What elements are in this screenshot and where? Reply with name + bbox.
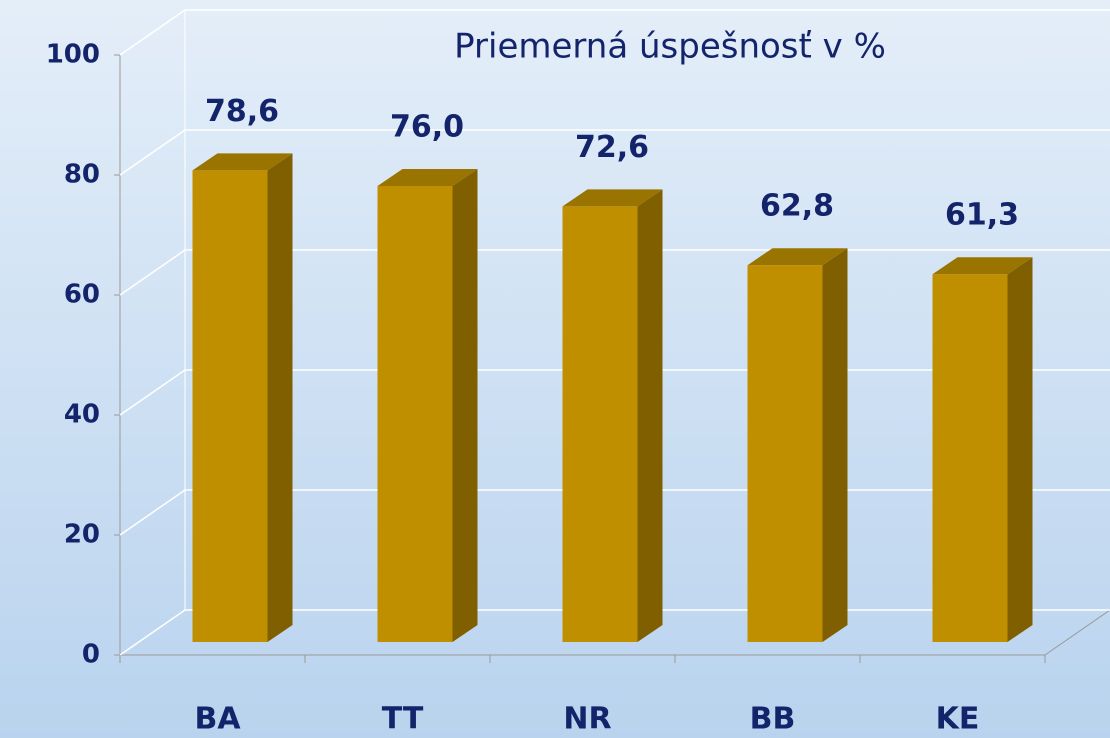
bar-top — [377, 169, 478, 186]
x-tick-label: TT — [382, 702, 424, 737]
y-tick-label: 60 — [64, 280, 100, 310]
bar — [747, 265, 823, 642]
x-tick-label: KE — [936, 702, 980, 737]
bar-side — [822, 248, 848, 642]
axis — [1044, 609, 1110, 656]
bar — [932, 274, 1008, 642]
grid-line — [119, 369, 186, 416]
bar-side — [637, 189, 663, 642]
x-tick-label: BB — [750, 702, 796, 737]
chart-title: Priemerná úspešnosť v % — [454, 27, 886, 67]
bar-side — [267, 153, 293, 642]
y-tick-label: 40 — [64, 400, 100, 430]
value-label: 62,8 — [760, 189, 834, 224]
x-tick-label: BA — [194, 702, 241, 737]
bar-top — [747, 248, 848, 266]
bar-top — [932, 257, 1033, 275]
grid-line — [119, 249, 186, 296]
grid-line — [119, 9, 186, 56]
value-label: 61,3 — [945, 198, 1019, 233]
y-tick-label: 20 — [64, 520, 100, 550]
y-tick-label: 100 — [46, 40, 100, 70]
value-label: 78,6 — [205, 94, 279, 129]
grid-line — [119, 609, 186, 656]
grid-line — [119, 489, 186, 536]
bar-side — [452, 169, 478, 642]
grid-line — [119, 129, 186, 176]
bar — [377, 186, 453, 642]
bar-side — [1007, 257, 1033, 642]
value-label: 72,6 — [575, 130, 649, 165]
x-tick-label: NR — [563, 702, 611, 737]
bar-top — [562, 189, 663, 207]
bar — [562, 206, 638, 642]
y-tick-label: 80 — [64, 160, 100, 190]
y-tick-label: 0 — [82, 640, 100, 670]
bar-top — [192, 153, 293, 171]
value-label: 76,0 — [390, 110, 464, 145]
bar — [192, 170, 268, 642]
